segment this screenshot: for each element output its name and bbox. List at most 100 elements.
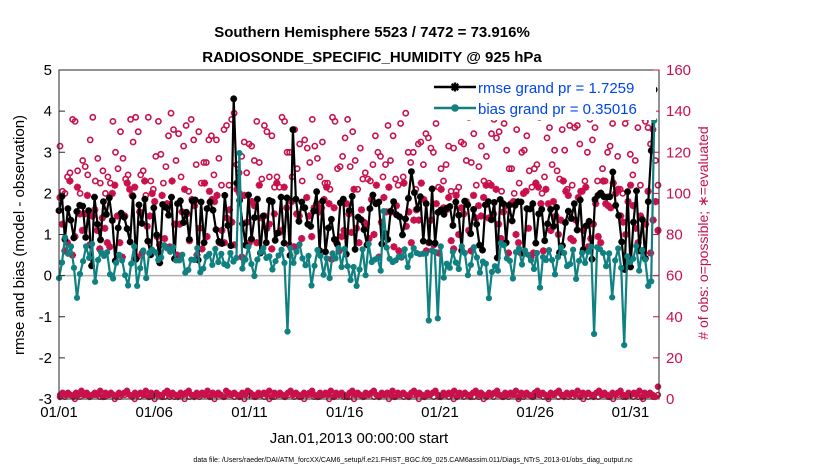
rmse-point: [570, 200, 578, 208]
rmse-point: [298, 198, 306, 206]
rmse-point: [120, 213, 128, 221]
possible-count-marker: [584, 148, 591, 156]
evaluated-count-marker-low: [131, 389, 139, 396]
evaluated-count-marker-low: [563, 389, 571, 396]
evaluated-count-marker: [265, 220, 273, 228]
evaluated-count-marker-low: [64, 389, 72, 396]
possible-count-marker: [281, 118, 288, 125]
evaluated-count-marker: [629, 202, 637, 210]
rmse-point: [265, 197, 273, 204]
possible-count-marker: [488, 130, 495, 138]
rmse-point: [482, 201, 489, 209]
evaluated-count-marker-low: [346, 389, 353, 396]
evaluated-count-marker: [61, 247, 69, 255]
bias-point: [281, 259, 288, 266]
evaluated-count-marker: [447, 237, 455, 245]
evaluated-count-marker: [390, 243, 398, 251]
evaluated-count-marker-low: [375, 393, 383, 401]
rmse-point: [562, 219, 569, 226]
bias-point: [633, 242, 640, 250]
possible-count-marker: [379, 173, 387, 181]
possible-count-marker: [119, 154, 127, 162]
rmse-point: [375, 198, 383, 206]
evaluated-count-marker-low: [113, 393, 120, 401]
bias-point: [61, 234, 69, 241]
rmse-point: [88, 262, 95, 270]
possible-count-marker: [104, 173, 112, 181]
bias-point: [83, 243, 90, 250]
evaluated-count-marker: [141, 177, 149, 185]
rmse-point: [440, 210, 448, 218]
evaluated-count-marker-low: [558, 391, 565, 399]
evaluated-count-marker: [63, 239, 71, 247]
possible-count-marker: [81, 163, 89, 170]
bias-point: [239, 265, 246, 272]
evaluated-count-marker: [355, 239, 363, 247]
evaluated-count-marker: [522, 187, 530, 195]
bias-point: [116, 251, 123, 258]
bias-point: [110, 275, 117, 282]
bias-point: [377, 267, 384, 274]
evaluated-count-marker: [539, 247, 547, 255]
evaluated-count-marker-low: [274, 391, 281, 399]
y2-tick-label: 140: [666, 103, 691, 120]
evaluated-count-marker: [66, 177, 74, 185]
rmse-point: [565, 207, 572, 215]
rmse-point: [431, 239, 439, 247]
possible-count-marker: [180, 142, 187, 150]
evaluated-count-marker-low: [440, 389, 447, 396]
evaluated-count-marker-low: [316, 389, 324, 396]
x-tick-label: 01/01: [40, 404, 78, 421]
possible-count-marker: [500, 120, 508, 127]
rmse-point: [233, 179, 241, 187]
evaluated-count-marker-low: [338, 389, 345, 396]
possible-count-marker: [159, 179, 167, 187]
possible-count-marker: [167, 109, 175, 117]
possible-count-marker: [437, 165, 445, 173]
bias-point: [104, 249, 111, 256]
evaluated-count-marker-low: [123, 387, 131, 394]
evaluated-count-marker-low: [443, 391, 450, 399]
evaluated-count-marker-low: [198, 389, 206, 396]
possible-count-marker: [99, 167, 107, 175]
possible-count-marker: [212, 136, 220, 144]
evaluated-count-marker-low: [244, 387, 251, 394]
evaluated-count-marker-low: [365, 391, 372, 399]
bias-point: [320, 271, 327, 278]
evaluated-count-marker: [637, 212, 645, 220]
evaluated-count-marker: [562, 187, 570, 195]
evaluated-count-marker-low: [408, 389, 415, 396]
bias-point: [125, 282, 132, 289]
evaluated-count-marker-low: [467, 393, 474, 401]
evaluated-count-marker: [514, 239, 523, 247]
possible-count-marker: [599, 165, 606, 173]
possible-count-marker: [520, 146, 528, 154]
rmse-point: [221, 192, 229, 199]
bias-point: [557, 244, 565, 251]
possible-count-marker: [248, 142, 256, 150]
evaluated-count-marker-low: [606, 393, 613, 401]
evaluated-count-marker: [338, 233, 346, 241]
bias-point: [606, 250, 613, 257]
possible-count-marker: [66, 169, 74, 177]
possible-count-marker: [553, 167, 561, 175]
evaluated-count-marker-low: [118, 391, 125, 399]
evaluated-count-marker-low: [547, 389, 554, 396]
rmse-point: [206, 198, 214, 206]
evaluated-count-marker: [475, 202, 483, 210]
evaluated-count-marker-low: [204, 387, 211, 394]
possible-count-marker: [154, 118, 162, 125]
possible-count-marker: [654, 181, 662, 189]
possible-count-marker: [96, 179, 104, 187]
evaluated-count-marker: [564, 191, 572, 199]
evaluated-count-marker: [395, 247, 403, 255]
evaluated-count-marker: [111, 181, 119, 189]
x-tick-label: 01/21: [421, 404, 459, 421]
bias-point: [401, 246, 408, 253]
rmse-point: [328, 215, 335, 223]
evaluated-count-marker: [103, 239, 111, 247]
evaluated-count-marker-low: [223, 387, 230, 394]
evaluated-count-marker-low: [359, 393, 367, 401]
rmse-point: [138, 220, 146, 227]
rmse-point: [502, 239, 510, 247]
